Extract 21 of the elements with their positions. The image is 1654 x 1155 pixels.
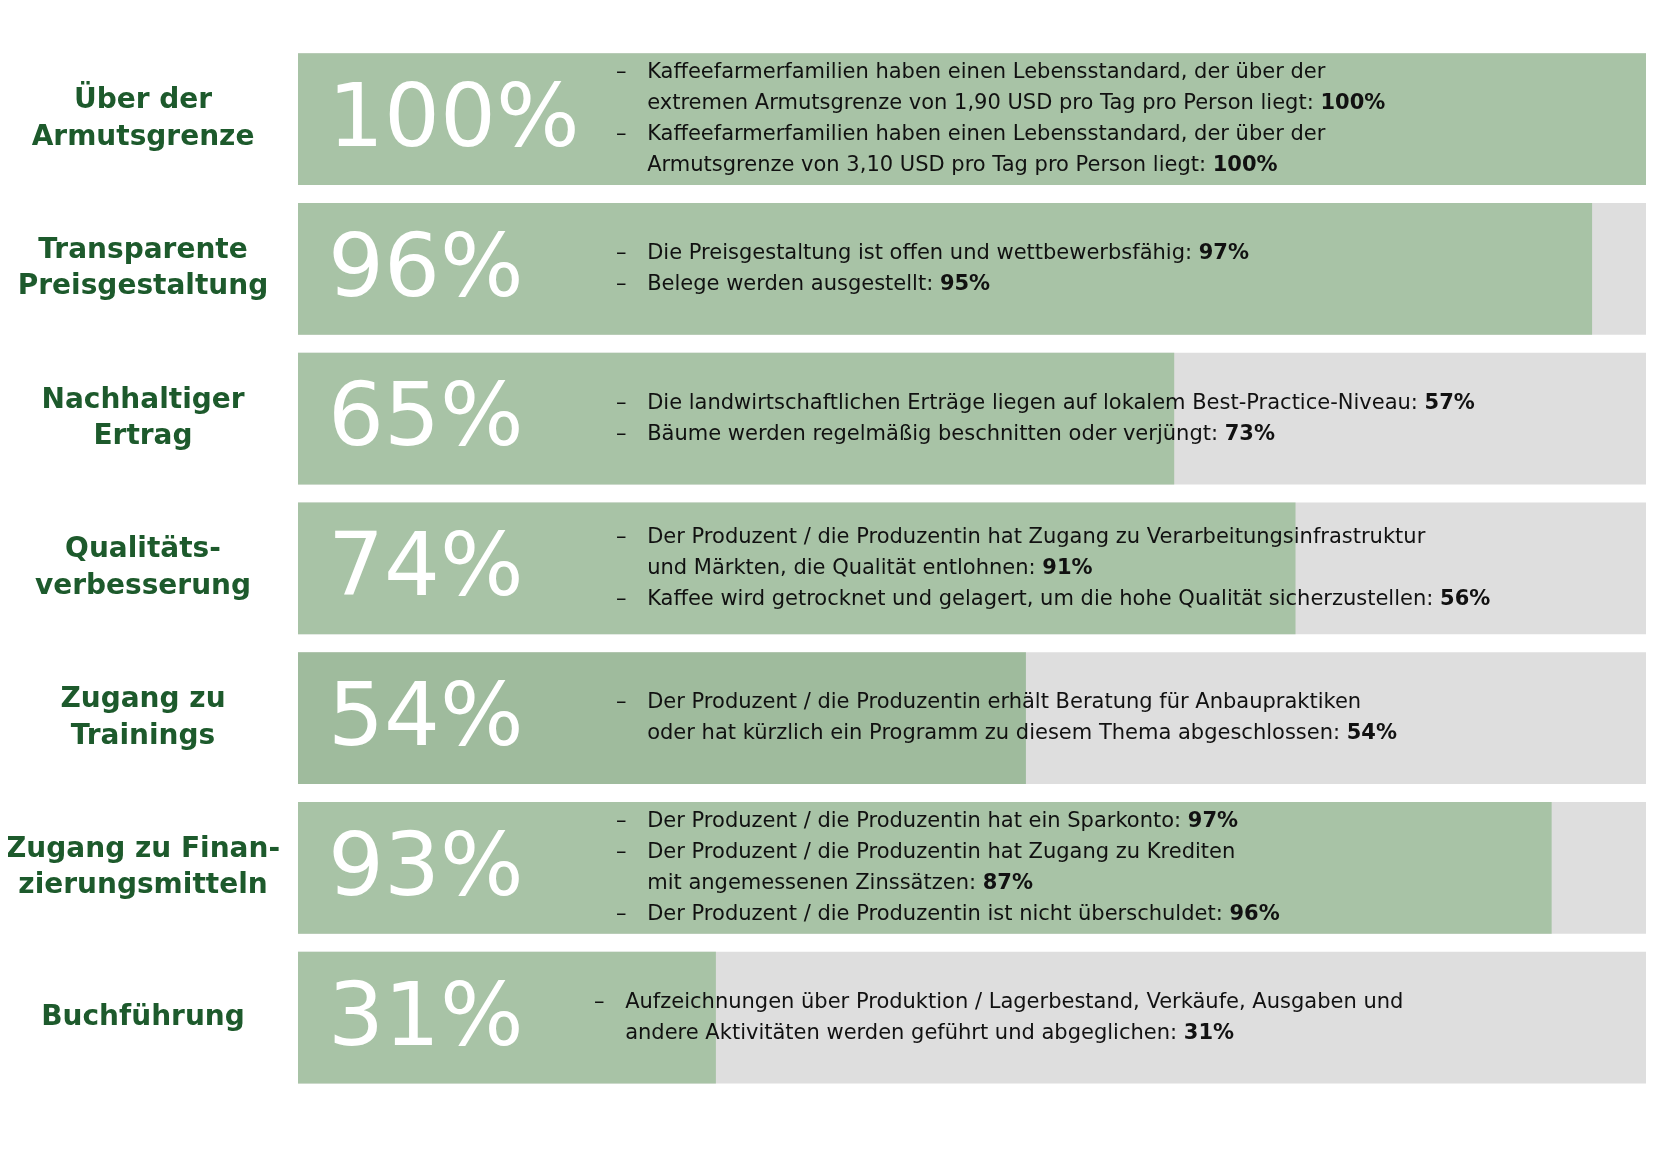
y-tick-label: Über der Armutsgrenze bbox=[31, 81, 255, 152]
text: – Die landwirtschaftlichen Erträge liegen auf lokalem Best-Practice-Niveau: 57% – Bäume werden regelmäßig beschnitten oder verjüngt: 73% bbox=[616, 389, 1475, 445]
annotation: – Der Produzent / die Produzentin erhält Beratung für Anbaupraktiken oder hat kürzlich ein Programm zu diesem Thema abgeschlossen: 54% bbox=[616, 689, 1398, 745]
y-tick-label: Zugang zu Finan- zierungsmitteln bbox=[6, 831, 280, 901]
y-tick-label: Buchführung bbox=[41, 999, 245, 1032]
data-label: 31% bbox=[328, 962, 524, 1066]
data-label: 65% bbox=[328, 363, 524, 467]
data-label: 54% bbox=[328, 663, 524, 767]
text: – Kaffeefarmerfamilien haben einen Lebensstandard, der über der extremen Armutsgrenze von 1,90 USD pro Tag pro Person liegt: 100% – Kaffeefarmerfamilien haben einen Lebensstandard, der über der Armutsgrenze von 3,10 USD pro Tag pro Person liegt: 100% bbox=[616, 59, 1386, 177]
data-label: 100% bbox=[328, 63, 580, 167]
y-tick-label: Zugang zu Trainings bbox=[60, 681, 226, 751]
data-label: 74% bbox=[328, 513, 524, 617]
annotation: – Aufzeichnungen über Produktion / Lagerbestand, Verkäufe, Ausgaben und andere Aktivitäten werden geführt und abgeglichen: 31% bbox=[594, 988, 1404, 1044]
text: – Die Preisgestaltung ist offen und wettbewerbsfähig: 97% – Belege werden ausgestellt: 95% bbox=[616, 239, 1250, 295]
data-label: 96% bbox=[328, 213, 524, 317]
y-tick-label: Qualitäts- verbesserung bbox=[34, 531, 252, 601]
text: – Der Produzent / die Produzentin hat Zugang zu Verarbeitungsinfrastruktur und Märkten, die Qualität entlohnen: 91% – Kaffee wird getrocknet und gelagert, um die hohe Qualität sicherzustellen: 56% bbox=[616, 523, 1491, 610]
y-tick-label: Transparente Preisgestaltung bbox=[17, 231, 269, 302]
text: – Der Produzent / die Produzentin hat ein Sparkonto: 97% – Der Produzent / die Produzentin hat Zugang zu Krediten mit angemessenen Zinssätzen: 87% – Der Produzent / die Produzentin ist nicht überschuldet: 96% bbox=[616, 807, 1280, 925]
data-label: 93% bbox=[328, 812, 524, 916]
y-tick-label: Nachhaltiger Ertrag bbox=[41, 381, 245, 452]
